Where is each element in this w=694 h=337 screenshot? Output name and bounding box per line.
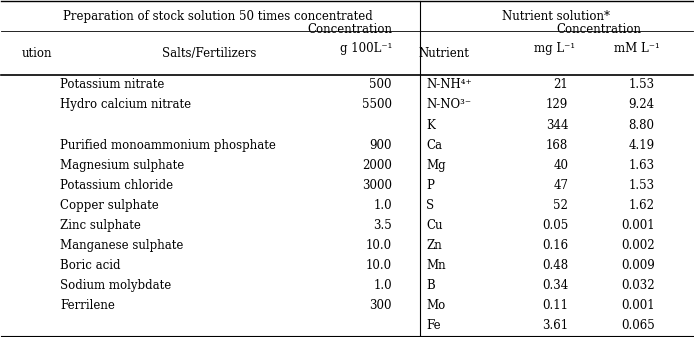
Text: 344: 344 [545,119,568,131]
Text: Salts/Fertilizers: Salts/Fertilizers [162,47,256,60]
Text: 0.009: 0.009 [621,259,654,272]
Text: 0.11: 0.11 [542,299,568,312]
Text: 0.001: 0.001 [621,299,654,312]
Text: Cu: Cu [427,219,443,232]
Text: 900: 900 [369,139,392,152]
Text: Magnesium sulphate: Magnesium sulphate [60,159,185,172]
Text: 500: 500 [369,79,392,91]
Text: 10.0: 10.0 [366,259,392,272]
Text: B: B [427,279,435,292]
Text: N-NH⁴⁺: N-NH⁴⁺ [427,79,472,91]
Text: K: K [427,119,435,131]
Text: 0.34: 0.34 [542,279,568,292]
Text: mg L⁻¹: mg L⁻¹ [534,42,575,55]
Text: 0.002: 0.002 [621,239,654,252]
Text: Copper sulphate: Copper sulphate [60,199,159,212]
Text: 40: 40 [553,159,568,172]
Text: 0.48: 0.48 [542,259,568,272]
Text: Manganese sulphate: Manganese sulphate [60,239,183,252]
Text: S: S [427,199,434,212]
Text: 1.0: 1.0 [373,279,392,292]
Text: Nutrient: Nutrient [418,47,469,60]
Text: 21: 21 [553,79,568,91]
Text: 1.63: 1.63 [629,159,654,172]
Text: 5500: 5500 [362,98,392,112]
Text: 3000: 3000 [362,179,392,192]
Text: 300: 300 [369,299,392,312]
Text: P: P [427,179,434,192]
Text: Zn: Zn [427,239,442,252]
Text: 168: 168 [546,139,568,152]
Text: Mo: Mo [427,299,446,312]
Text: mM L⁻¹: mM L⁻¹ [614,42,660,55]
Text: 0.05: 0.05 [542,219,568,232]
Text: Potassium nitrate: Potassium nitrate [60,79,164,91]
Text: 1.53: 1.53 [629,79,654,91]
Text: 0.065: 0.065 [621,319,654,332]
Text: Ca: Ca [427,139,443,152]
Text: 1.0: 1.0 [373,199,392,212]
Text: Mn: Mn [427,259,446,272]
Text: Hydro calcium nitrate: Hydro calcium nitrate [60,98,192,112]
Text: 129: 129 [546,98,568,112]
Text: 9.24: 9.24 [629,98,654,112]
Text: Ferrilene: Ferrilene [60,299,115,312]
Text: N-NO³⁻: N-NO³⁻ [427,98,472,112]
Text: 0.16: 0.16 [542,239,568,252]
Text: 0.001: 0.001 [621,219,654,232]
Text: 47: 47 [553,179,568,192]
Text: ution: ution [22,47,53,60]
Text: Mg: Mg [427,159,446,172]
Text: Zinc sulphate: Zinc sulphate [60,219,141,232]
Text: g 100L⁻¹: g 100L⁻¹ [339,42,392,55]
Text: Potassium chloride: Potassium chloride [60,179,174,192]
Text: 2000: 2000 [362,159,392,172]
Text: 1.53: 1.53 [629,179,654,192]
Text: Preparation of stock solution 50 times concentrated: Preparation of stock solution 50 times c… [62,10,372,23]
Text: Concentration: Concentration [557,24,642,36]
Text: Boric acid: Boric acid [60,259,121,272]
Text: Fe: Fe [427,319,441,332]
Text: 1.62: 1.62 [629,199,654,212]
Text: 3.5: 3.5 [373,219,392,232]
Text: 52: 52 [553,199,568,212]
Text: 4.19: 4.19 [629,139,654,152]
Text: Concentration: Concentration [307,24,392,36]
Text: Nutrient solution*: Nutrient solution* [502,10,610,23]
Text: 10.0: 10.0 [366,239,392,252]
Text: 3.61: 3.61 [542,319,568,332]
Text: 8.80: 8.80 [629,119,654,131]
Text: 0.032: 0.032 [621,279,654,292]
Text: Purified monoammonium phosphate: Purified monoammonium phosphate [60,139,276,152]
Text: Sodium molybdate: Sodium molybdate [60,279,171,292]
